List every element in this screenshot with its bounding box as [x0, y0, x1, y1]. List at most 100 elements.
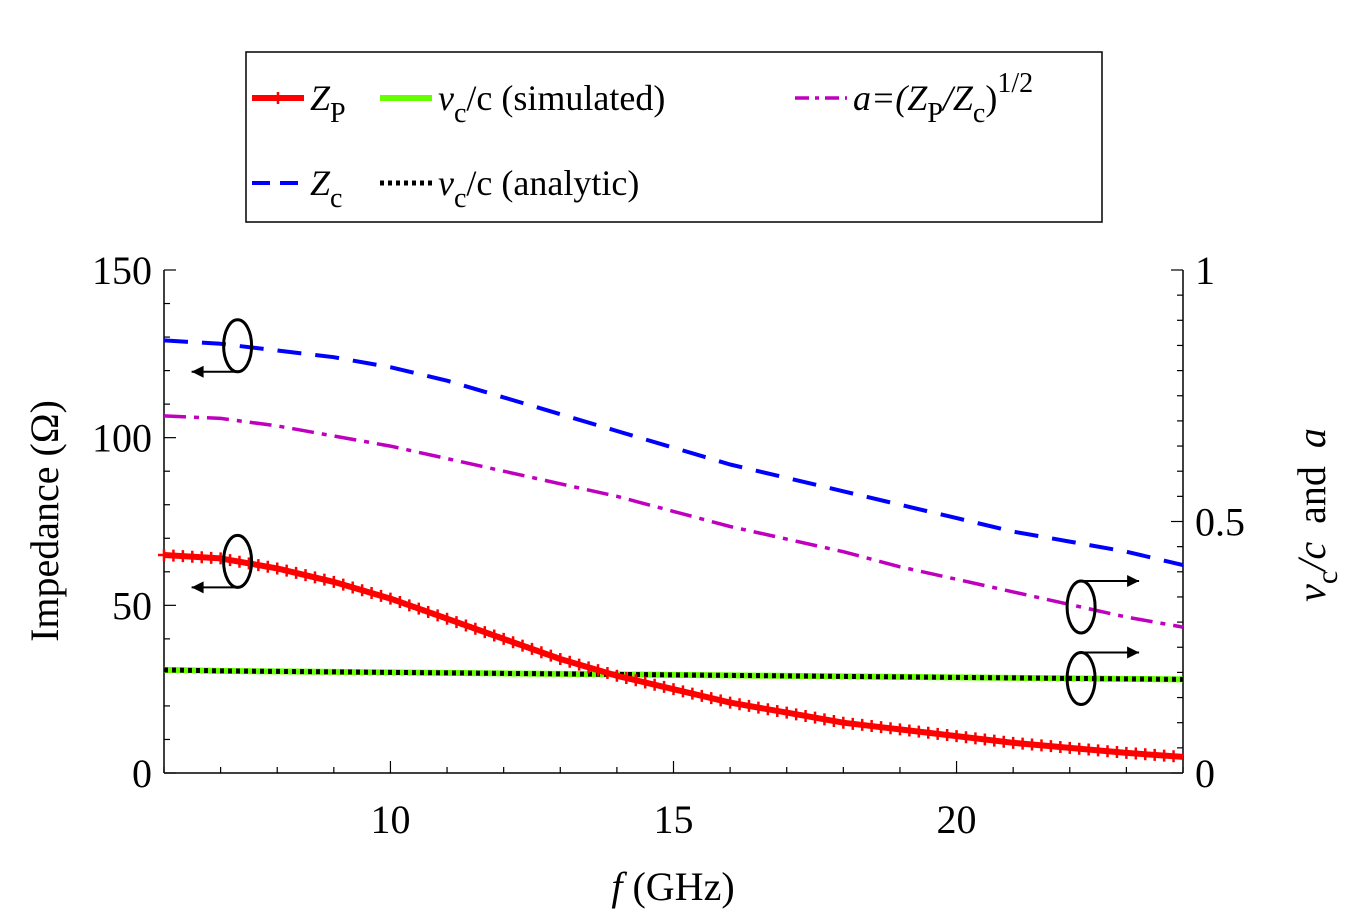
marker-plus	[752, 701, 765, 714]
x-tick-label: 20	[937, 797, 977, 842]
marker-plus	[233, 555, 246, 568]
marker-plus	[667, 683, 680, 696]
marker-plus	[242, 557, 255, 570]
legend-swatch-marker	[272, 92, 284, 104]
marker-plus	[610, 669, 623, 682]
marker-plus	[724, 696, 737, 709]
annotations	[191, 318, 1140, 707]
marker-plus	[497, 632, 510, 645]
axis-indicator-arrow-head	[191, 365, 204, 378]
marker-plus	[450, 616, 463, 629]
marker-plus	[365, 587, 378, 600]
ticks: 10 15 20 0 50 100 150 0 0.5 1	[92, 248, 1245, 842]
legend-label: ZP	[310, 78, 346, 129]
legend-label: vc/c (simulated)	[438, 78, 665, 129]
marker-plus	[290, 566, 303, 579]
marker-plus	[252, 559, 265, 572]
marker-plus	[327, 575, 340, 588]
y-left-tick-label: 0	[132, 751, 152, 796]
marker-plus	[403, 599, 416, 612]
marker-plus	[554, 652, 567, 665]
marker-plus	[488, 629, 501, 642]
marker-plus	[1167, 750, 1180, 763]
series-group	[158, 338, 1184, 763]
marker-plus	[469, 622, 482, 635]
marker-plus	[431, 609, 444, 622]
marker-plus	[224, 554, 237, 567]
marker-plus	[601, 666, 614, 679]
marker-plus	[799, 709, 812, 722]
y-right-and: and	[1289, 466, 1334, 524]
marker-plus	[733, 698, 746, 711]
y-right-sub: c	[1311, 571, 1344, 584]
y-left-axis-label: Impedance (Ω)	[22, 400, 67, 642]
series-line-z-c	[163, 338, 1184, 568]
y-left-tick-label: 100	[92, 416, 152, 461]
marker-plus	[592, 664, 605, 677]
y-right-tick-label: 0	[1195, 751, 1215, 796]
legend-label: Zc	[310, 163, 342, 214]
marker-plus	[375, 589, 388, 602]
marker-plus	[676, 685, 689, 698]
x-axis-label: f (GHz)	[611, 864, 734, 909]
marker-plus	[742, 699, 755, 712]
marker-plus	[639, 676, 652, 689]
y-right-tick-label: 0.5	[1195, 500, 1245, 545]
marker-plus	[809, 711, 822, 724]
x-tick-label: 15	[654, 797, 694, 842]
marker-plus	[516, 639, 529, 652]
marker-plus	[658, 680, 671, 693]
y-right-v: v	[1289, 584, 1334, 602]
x-axis-unit: (GHz)	[622, 864, 734, 909]
marker-plus	[818, 713, 831, 726]
marker-plus	[308, 571, 321, 584]
marker-plus	[761, 703, 774, 716]
marker-plus	[563, 655, 576, 668]
y-right-axis-label: vc/c and a	[1289, 428, 1344, 602]
marker-plus	[346, 581, 359, 594]
marker-plus	[384, 592, 397, 605]
x-tick-label: 10	[370, 797, 410, 842]
marker-plus	[780, 706, 793, 719]
marker-plus	[695, 689, 708, 702]
marker-plus	[337, 578, 350, 591]
marker-plus	[478, 626, 491, 639]
marker-plus	[507, 636, 520, 649]
marker-plus	[299, 569, 312, 582]
marker-plus	[544, 649, 557, 662]
axis-indicator-ellipse	[1065, 579, 1097, 635]
marker-plus	[261, 560, 274, 573]
y-left-tick-label: 150	[92, 248, 152, 293]
marker-plus	[535, 646, 548, 659]
axis-indicator-arrow-head	[1127, 646, 1140, 659]
marker-plus	[771, 704, 784, 717]
y-right-rest: /c	[1289, 542, 1334, 573]
marker-plus	[705, 692, 718, 705]
series-line-z-p	[163, 552, 1184, 760]
marker-plus	[280, 564, 293, 577]
y-left-tick-label: 50	[112, 583, 152, 628]
y-right-a: a	[1289, 428, 1334, 448]
marker-plus	[827, 715, 840, 728]
series-line-v-c-c-analytic	[163, 667, 1184, 682]
series-line-a-z-p-z-c-1-2	[163, 414, 1184, 629]
marker-plus	[573, 658, 586, 671]
marker-plus	[686, 687, 699, 700]
marker-plus	[582, 661, 595, 674]
legend: ZP vc/c (simulated) a=(ZP/Zc)1/2 Zc vc/c (an…	[245, 51, 1103, 223]
marker-plus	[412, 602, 425, 615]
marker-plus	[629, 674, 642, 687]
marker-plus	[393, 595, 406, 608]
marker-plus	[271, 562, 284, 575]
marker-plus	[422, 606, 435, 619]
marker-plus	[790, 708, 803, 721]
legend-label: vc/c (analytic)	[438, 163, 639, 214]
marker-plus	[459, 619, 472, 632]
marker-plus	[525, 642, 538, 655]
marker-plus	[441, 612, 454, 625]
y-right-tick-label: 1	[1195, 248, 1215, 293]
legend-label: a=(ZP/Zc)1/2	[853, 68, 1033, 129]
marker-plus	[620, 671, 633, 684]
marker-plus	[356, 584, 369, 597]
